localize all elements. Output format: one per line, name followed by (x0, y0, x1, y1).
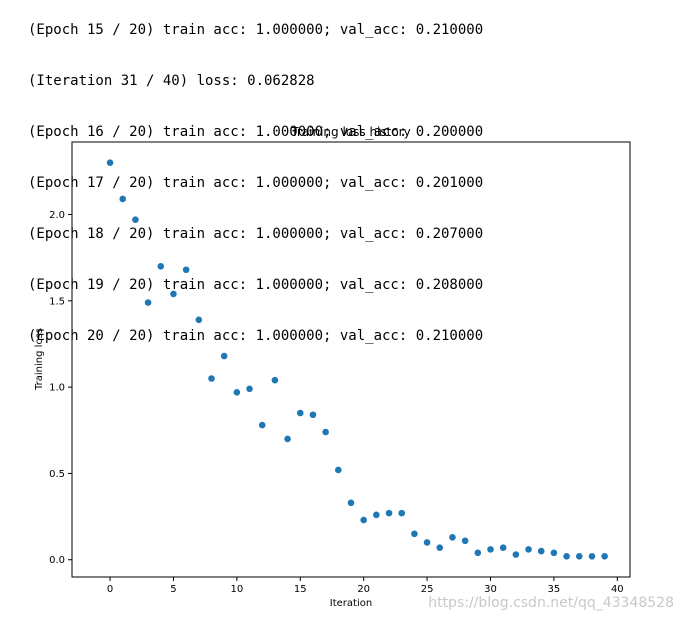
x-axis-label: Iteration (330, 598, 372, 609)
data-point (411, 530, 418, 538)
y-tick-label: 0.5 (49, 469, 65, 480)
data-point (601, 552, 608, 560)
x-tick-label: 15 (294, 584, 307, 595)
data-point (398, 509, 406, 517)
chart-title: Training loss history (290, 125, 410, 139)
data-point (233, 388, 241, 396)
y-tick-label: 2.0 (49, 210, 65, 221)
data-point (449, 533, 456, 541)
y-tick-label: 0.0 (49, 555, 65, 566)
data-point (499, 544, 507, 551)
x-axis-ticks: 0 5 10 15 20 25 30 35 40 (107, 577, 624, 595)
console-line: (Iteration 31 / 40) loss: 0.062828 (28, 73, 315, 89)
data-point (296, 409, 304, 417)
data-point (487, 546, 494, 553)
watermark-text: https://blog.csdn.net/qq_43348528 (428, 595, 674, 611)
console-line: (Epoch 19 / 20) train acc: 1.000000; val… (28, 277, 484, 293)
data-point (474, 549, 482, 557)
x-tick-label: 10 (230, 584, 243, 595)
data-point (563, 552, 570, 560)
console-output: (Epoch 15 / 20) train acc: 1.000000; val… (28, 0, 483, 362)
data-point (170, 290, 177, 298)
data-point (246, 385, 253, 393)
x-tick-label: 0 (107, 584, 113, 595)
data-point (537, 547, 545, 555)
data-point (182, 266, 190, 274)
data-point (423, 539, 431, 546)
data-points (106, 159, 608, 560)
console-line: (Epoch 17 / 20) train acc: 1.000000; val… (28, 175, 484, 191)
data-point (106, 159, 114, 167)
data-point (588, 552, 596, 560)
data-point (195, 316, 203, 324)
data-point (309, 411, 317, 419)
y-tick-label: 1.5 (49, 296, 65, 307)
x-tick-label: 35 (548, 584, 561, 595)
data-point (144, 299, 152, 306)
data-point (550, 549, 558, 557)
x-tick-label: 5 (170, 584, 176, 595)
data-point (347, 499, 355, 507)
data-point (360, 516, 367, 524)
y-tick-label: 1.0 (49, 383, 65, 394)
y-axis-ticks: 0.0 0.5 1.0 1.5 2.0 (49, 210, 72, 566)
data-point (258, 421, 266, 429)
plot-area (71, 141, 631, 578)
data-point (271, 376, 279, 384)
x-tick-label: 40 (611, 584, 624, 595)
x-tick-label: 25 (421, 584, 434, 595)
data-point (575, 552, 583, 560)
data-point (208, 375, 215, 382)
console-line: (Epoch 16 / 20) train acc: 1.000000; val… (28, 124, 484, 140)
data-point (335, 466, 342, 474)
console-line: (Epoch 20 / 20) train acc: 1.000000; val… (28, 328, 484, 344)
data-point (157, 262, 165, 270)
data-point (385, 509, 393, 517)
data-point (284, 435, 291, 443)
x-tick-label: 30 (484, 584, 497, 595)
data-point (461, 537, 469, 545)
data-point (322, 428, 329, 436)
console-line: (Epoch 18 / 20) train acc: 1.000000; val… (28, 226, 484, 242)
data-point (132, 216, 139, 223)
y-axis-label: Training loss (34, 328, 45, 391)
data-point (525, 546, 532, 553)
data-point (373, 511, 380, 519)
console-line: (Epoch 15 / 20) train acc: 1.000000; val… (28, 22, 484, 38)
x-tick-label: 20 (357, 584, 370, 595)
data-point (512, 551, 520, 558)
data-point (436, 544, 444, 551)
data-point (119, 195, 127, 203)
data-point (220, 352, 228, 360)
